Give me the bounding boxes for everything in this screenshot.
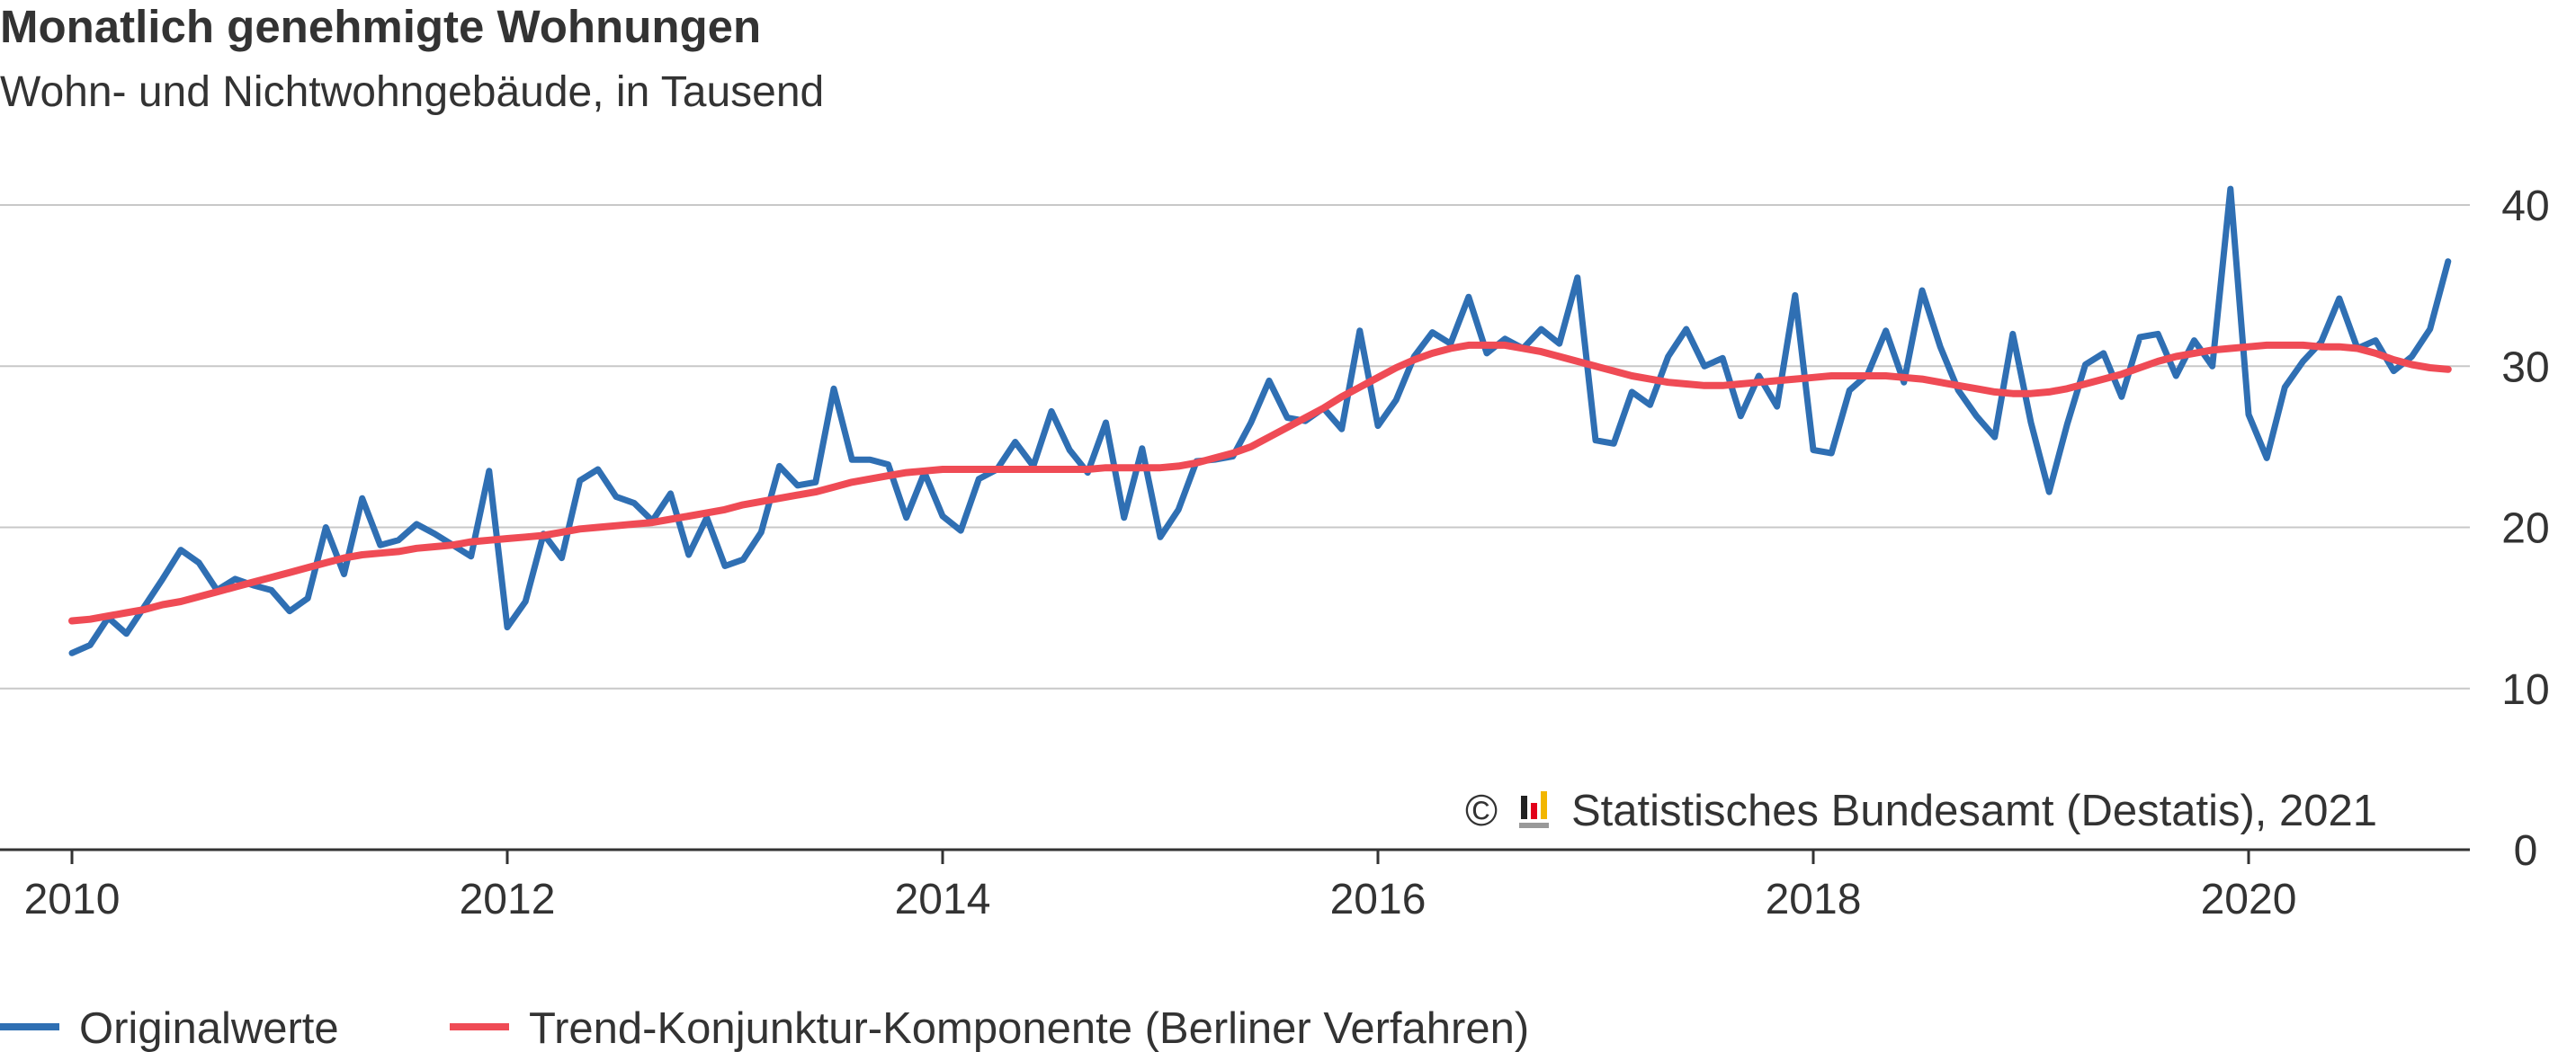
y-axis: 0 10 20 30 40	[2501, 183, 2549, 875]
series-layer	[68, 185, 2452, 656]
y-tick-label: 40	[2501, 183, 2549, 230]
x-axis: 2010 2012 2014 2016 2018 2020	[0, 848, 2470, 923]
source-note: © Statistisches Bundesamt (Destatis), 20…	[1465, 787, 2377, 835]
y-tick-label: 10	[2501, 666, 2549, 714]
y-tick-label: 30	[2501, 343, 2549, 391]
legend-label: Trend-Konjunktur-Komponente (Berliner Ve…	[529, 1004, 1529, 1052]
y-tick-label: 0	[2514, 827, 2538, 875]
copyright-symbol: ©	[1465, 787, 1498, 835]
x-tick-label: 2016	[1330, 876, 1427, 923]
x-tick-label: 2018	[1766, 876, 1862, 923]
x-tick-label: 2014	[895, 876, 991, 923]
chart-subtitle: Wohn- und Nichtwohngebäude, in Tausend	[0, 68, 825, 116]
series-line-originalwerte	[68, 185, 2452, 656]
x-tick-label: 2012	[460, 876, 556, 923]
series-line-trend	[68, 341, 2452, 625]
destatis-logo-icon	[1519, 791, 1549, 828]
legend-label: Originalwerte	[79, 1004, 339, 1052]
y-tick-label: 20	[2501, 505, 2549, 553]
legend: Originalwerte Trend-Konjunktur-Komponente…	[0, 1004, 1529, 1052]
chart-title: Monatlich genehmigte Wohnungen	[0, 1, 762, 52]
x-tick-label: 2010	[24, 876, 121, 923]
x-tick-label: 2020	[2201, 876, 2297, 923]
gridlines	[0, 204, 2470, 690]
source-text: Statistisches Bundesamt (Destatis), 2021	[1571, 787, 2377, 835]
